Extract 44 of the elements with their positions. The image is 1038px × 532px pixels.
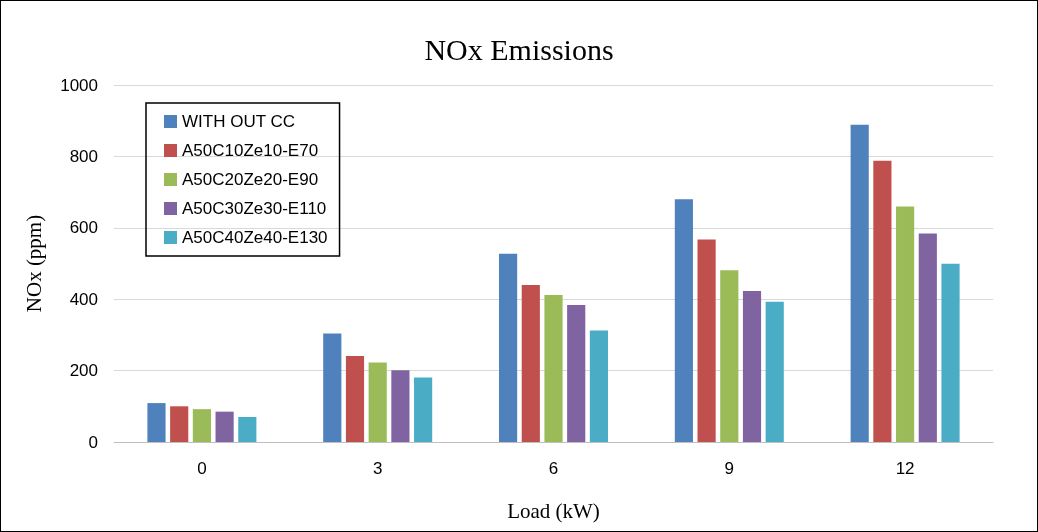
bar <box>850 124 869 442</box>
legend-label: A50C40Ze40-E130 <box>182 228 328 247</box>
bar <box>521 284 540 442</box>
bar <box>544 294 563 442</box>
bar <box>215 411 234 442</box>
bar <box>873 160 892 442</box>
bar <box>896 206 915 442</box>
bar <box>192 409 211 442</box>
bar <box>147 403 166 442</box>
y-axis-title: NOx (ppm) <box>21 214 46 313</box>
chart-title: NOx Emissions <box>424 32 614 66</box>
x-tick-label: 6 <box>548 459 559 478</box>
bar <box>323 333 342 442</box>
bar <box>697 239 716 442</box>
bar <box>499 253 518 442</box>
legend-label: A50C20Ze20-E90 <box>182 170 319 189</box>
bar <box>567 304 586 442</box>
bar <box>720 270 739 442</box>
bar <box>391 370 410 442</box>
bar <box>238 417 257 442</box>
bar <box>765 301 784 442</box>
x-tick-label: 0 <box>197 459 207 478</box>
bar <box>368 362 387 442</box>
y-tick-label: 1000 <box>60 75 98 95</box>
y-tick-label: 0 <box>88 432 98 452</box>
x-tick-label: 3 <box>372 459 383 478</box>
y-tick-label: 800 <box>69 146 98 166</box>
bar <box>589 330 608 442</box>
y-tick-label: 200 <box>69 361 98 381</box>
y-tick-label: 600 <box>69 218 98 238</box>
bar <box>941 263 960 442</box>
bar <box>918 233 937 442</box>
x-axis-title: Load (kW) <box>507 498 600 523</box>
bar <box>742 290 762 442</box>
y-tick-label: 400 <box>69 289 98 309</box>
legend-label: A50C30Ze30-E110 <box>182 199 327 218</box>
legend-label: WITH OUT CC <box>182 112 296 131</box>
x-tick-label: 9 <box>724 459 735 478</box>
bar <box>170 406 189 442</box>
legend-label: A50C10Ze10-E70 <box>182 141 319 160</box>
bar <box>414 377 433 442</box>
bar <box>674 199 693 442</box>
bar <box>345 355 365 442</box>
x-tick-label: 12 <box>895 459 915 478</box>
